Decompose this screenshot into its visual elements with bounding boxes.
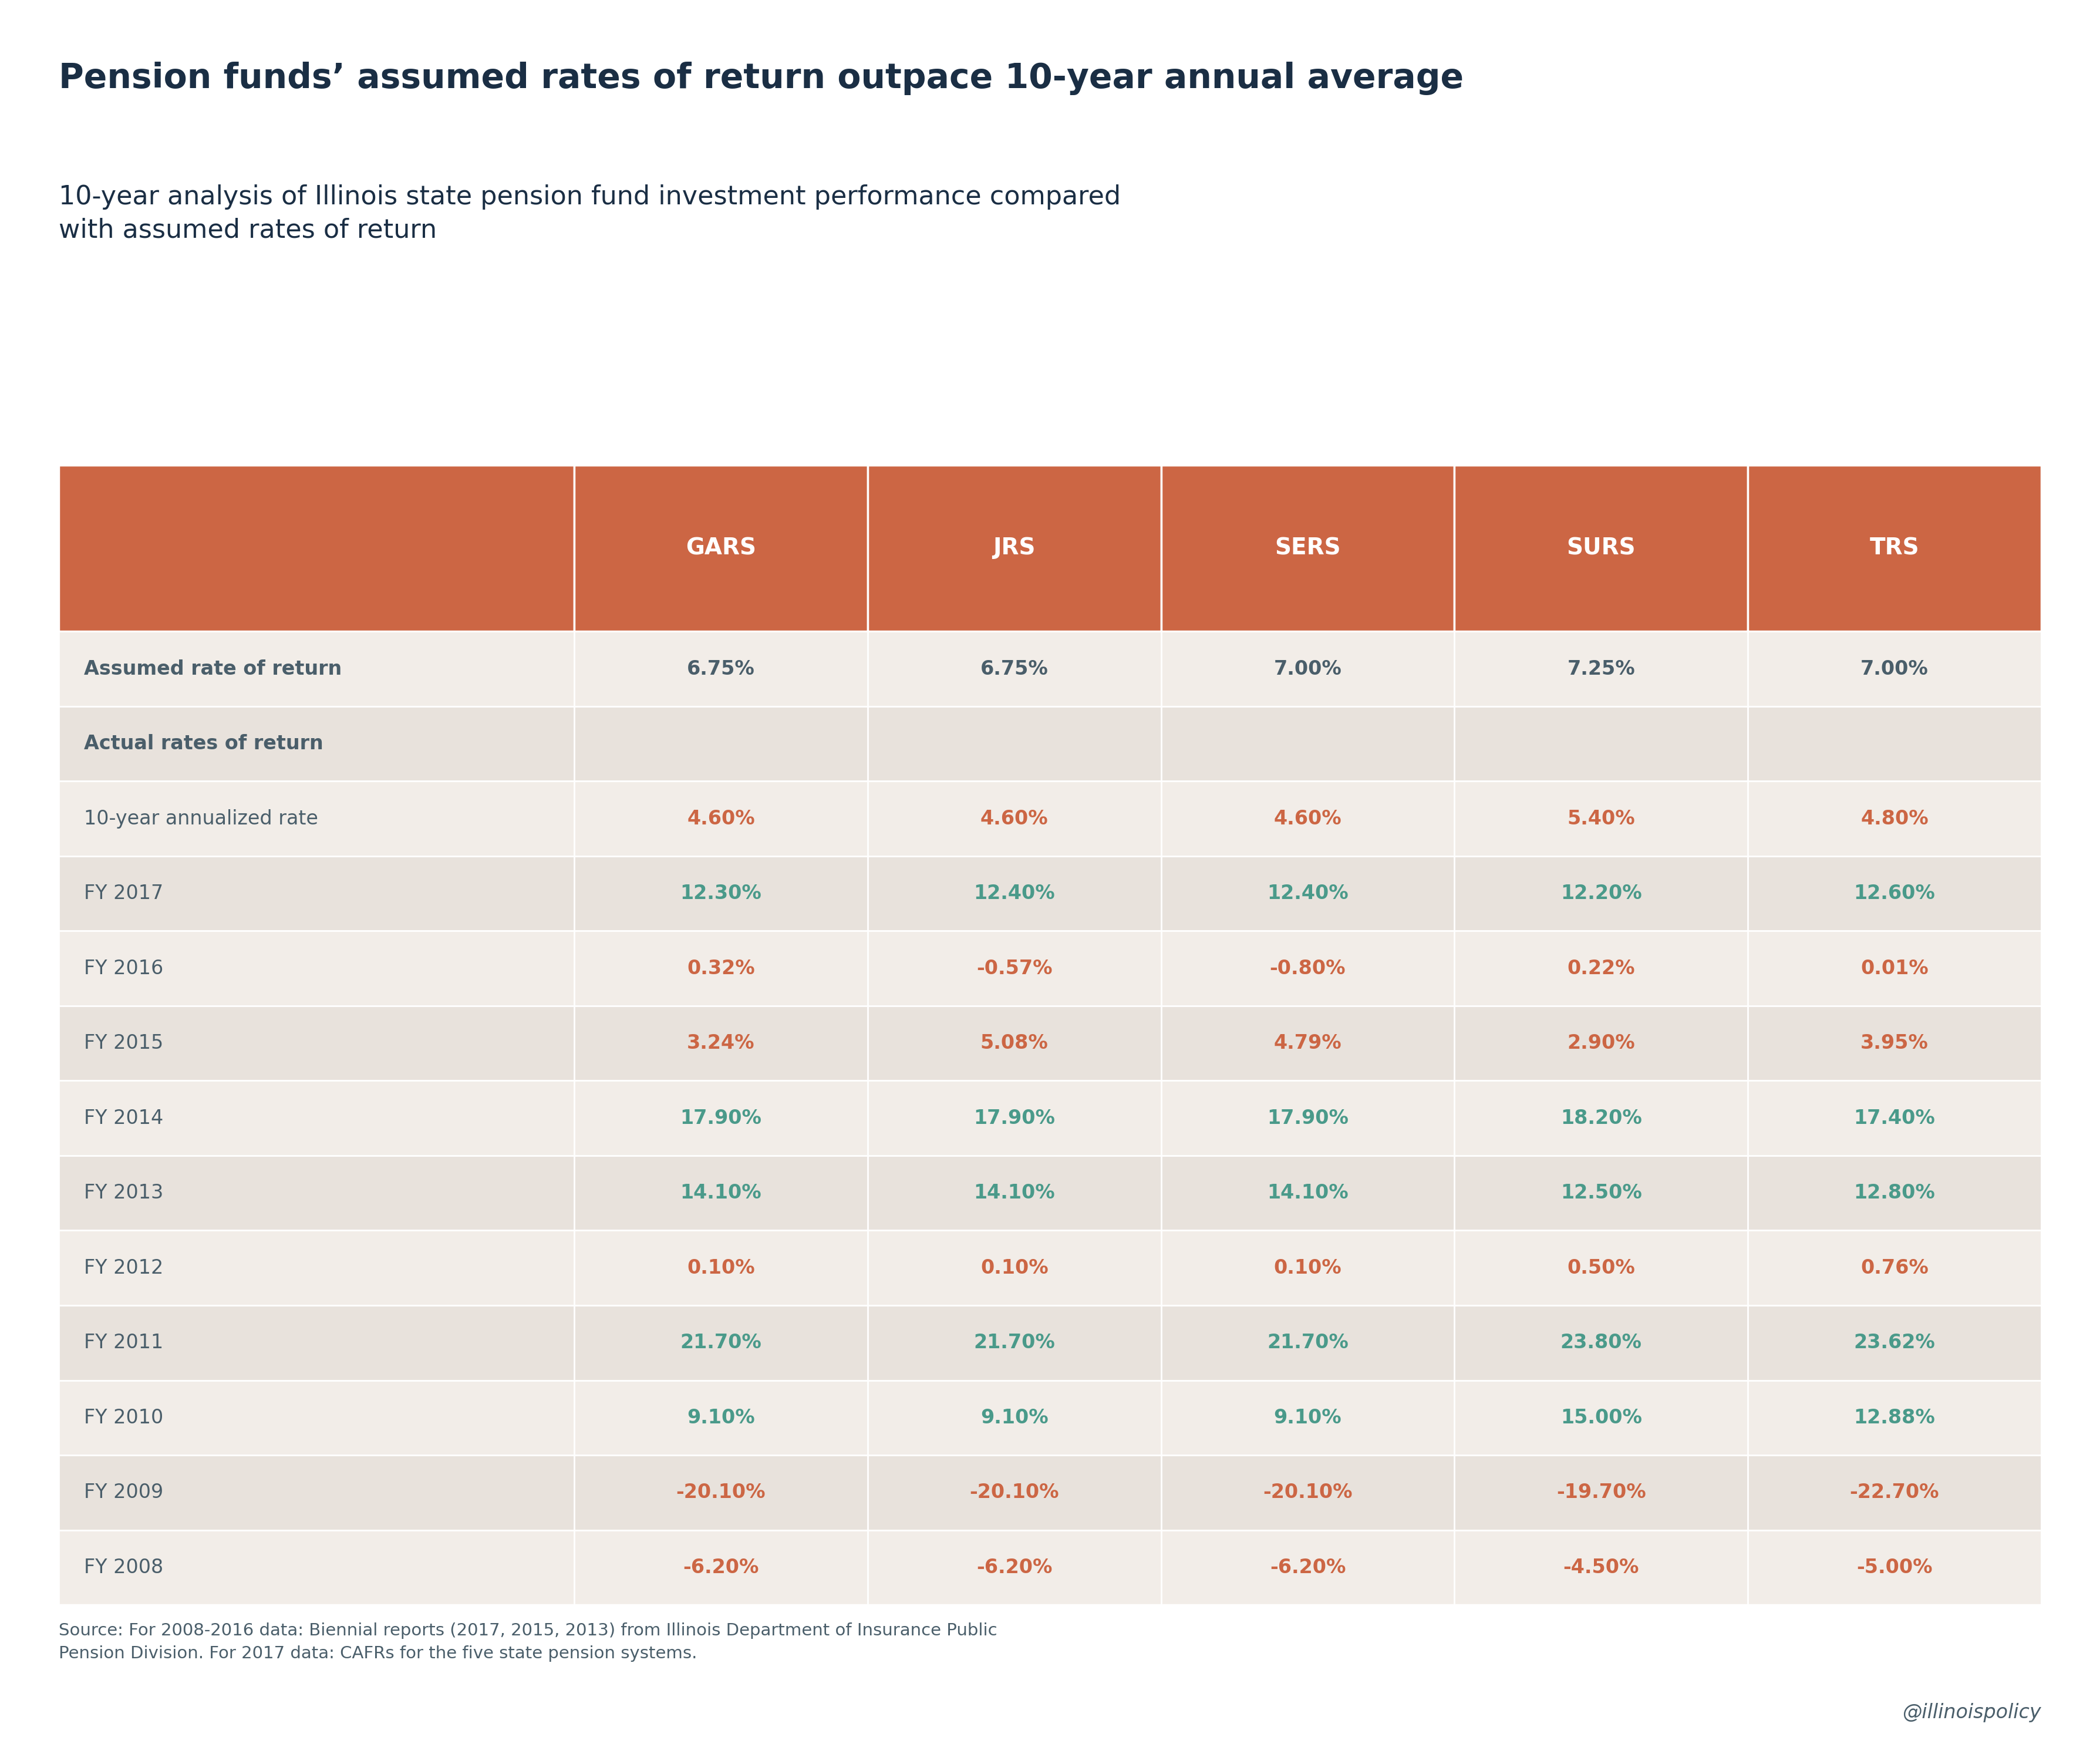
Text: 5.08%: 5.08% (981, 1033, 1048, 1052)
Text: 18.20%: 18.20% (1560, 1109, 1642, 1128)
Text: 21.70%: 21.70% (680, 1333, 762, 1352)
Text: -20.10%: -20.10% (676, 1482, 766, 1501)
Text: -22.70%: -22.70% (1850, 1482, 1938, 1501)
Text: 7.25%: 7.25% (1567, 660, 1636, 679)
Text: FY 2013: FY 2013 (84, 1184, 164, 1203)
Text: 9.10%: 9.10% (1275, 1408, 1342, 1428)
Text: Actual rates of return: Actual rates of return (84, 735, 323, 754)
Text: Source: For 2008-2016 data: Biennial reports (2017, 2015, 2013) from Illinois De: Source: For 2008-2016 data: Biennial rep… (59, 1622, 997, 1661)
Text: 0.10%: 0.10% (1275, 1258, 1342, 1277)
Text: 14.10%: 14.10% (974, 1184, 1054, 1203)
Text: 14.10%: 14.10% (680, 1184, 762, 1203)
Text: 23.62%: 23.62% (1854, 1333, 1936, 1352)
Text: 0.01%: 0.01% (1861, 959, 1928, 979)
Text: 7.00%: 7.00% (1861, 660, 1928, 679)
Text: 12.50%: 12.50% (1560, 1184, 1642, 1203)
Text: -6.20%: -6.20% (682, 1558, 758, 1577)
Text: Assumed rate of return: Assumed rate of return (84, 660, 342, 679)
Text: JRS: JRS (993, 537, 1035, 560)
Text: 21.70%: 21.70% (974, 1333, 1054, 1352)
Text: -5.00%: -5.00% (1856, 1558, 1932, 1577)
Text: -20.10%: -20.10% (1262, 1482, 1352, 1501)
Text: 4.79%: 4.79% (1275, 1033, 1342, 1052)
Text: @illinoispolicy: @illinoispolicy (1903, 1703, 2041, 1722)
Text: TRS: TRS (1869, 537, 1919, 560)
Text: 0.76%: 0.76% (1861, 1258, 1928, 1277)
Text: 15.00%: 15.00% (1560, 1408, 1642, 1428)
Text: -20.10%: -20.10% (970, 1482, 1058, 1501)
Text: FY 2010: FY 2010 (84, 1408, 164, 1428)
Text: Pension funds’ assumed rates of return outpace 10-year annual average: Pension funds’ assumed rates of return o… (59, 61, 1464, 95)
Text: FY 2012: FY 2012 (84, 1258, 164, 1277)
Text: 12.40%: 12.40% (1266, 884, 1348, 903)
Text: FY 2014: FY 2014 (84, 1109, 164, 1128)
Text: 0.22%: 0.22% (1567, 959, 1636, 979)
Text: 2.90%: 2.90% (1567, 1033, 1636, 1052)
Text: 0.32%: 0.32% (687, 959, 754, 979)
Text: 10-year analysis of Illinois state pension fund investment performance compared
: 10-year analysis of Illinois state pensi… (59, 184, 1121, 242)
Text: 10-year annualized rate: 10-year annualized rate (84, 809, 319, 828)
Text: 7.00%: 7.00% (1275, 660, 1342, 679)
Text: FY 2017: FY 2017 (84, 884, 164, 903)
Text: 0.50%: 0.50% (1567, 1258, 1636, 1277)
Text: 12.30%: 12.30% (680, 884, 762, 903)
Text: 23.80%: 23.80% (1560, 1333, 1642, 1352)
Text: -0.80%: -0.80% (1270, 959, 1346, 979)
Text: FY 2016: FY 2016 (84, 959, 164, 979)
Text: 0.10%: 0.10% (687, 1258, 754, 1277)
Text: 4.60%: 4.60% (1275, 809, 1342, 828)
Text: SURS: SURS (1567, 537, 1636, 560)
Text: 21.70%: 21.70% (1266, 1333, 1348, 1352)
Text: 14.10%: 14.10% (1266, 1184, 1348, 1203)
Text: 9.10%: 9.10% (981, 1408, 1048, 1428)
Text: 12.40%: 12.40% (974, 884, 1054, 903)
Text: -4.50%: -4.50% (1562, 1558, 1640, 1577)
Text: 17.90%: 17.90% (974, 1109, 1054, 1128)
Text: -19.70%: -19.70% (1556, 1482, 1646, 1501)
Text: 3.24%: 3.24% (687, 1033, 754, 1052)
Text: 17.40%: 17.40% (1854, 1109, 1936, 1128)
Text: 9.10%: 9.10% (687, 1408, 754, 1428)
Text: 6.75%: 6.75% (687, 660, 754, 679)
Text: 5.40%: 5.40% (1567, 809, 1636, 828)
Text: FY 2009: FY 2009 (84, 1482, 164, 1501)
Text: 12.80%: 12.80% (1854, 1184, 1936, 1203)
Text: -6.20%: -6.20% (1270, 1558, 1346, 1577)
Text: 17.90%: 17.90% (1266, 1109, 1348, 1128)
Text: 12.60%: 12.60% (1854, 884, 1936, 903)
Text: 4.60%: 4.60% (687, 809, 754, 828)
Text: 6.75%: 6.75% (981, 660, 1048, 679)
Text: FY 2008: FY 2008 (84, 1558, 164, 1577)
Text: SERS: SERS (1275, 537, 1340, 560)
Text: 12.88%: 12.88% (1854, 1408, 1936, 1428)
Text: -6.20%: -6.20% (976, 1558, 1052, 1577)
Text: -0.57%: -0.57% (976, 959, 1052, 979)
Text: FY 2011: FY 2011 (84, 1333, 164, 1352)
Text: FY 2015: FY 2015 (84, 1033, 164, 1052)
Text: 17.90%: 17.90% (680, 1109, 762, 1128)
Text: 12.20%: 12.20% (1560, 884, 1642, 903)
Text: GARS: GARS (687, 537, 756, 560)
Text: 3.95%: 3.95% (1861, 1033, 1928, 1052)
Text: 4.60%: 4.60% (981, 809, 1048, 828)
Text: 0.10%: 0.10% (981, 1258, 1048, 1277)
Text: 4.80%: 4.80% (1861, 809, 1928, 828)
